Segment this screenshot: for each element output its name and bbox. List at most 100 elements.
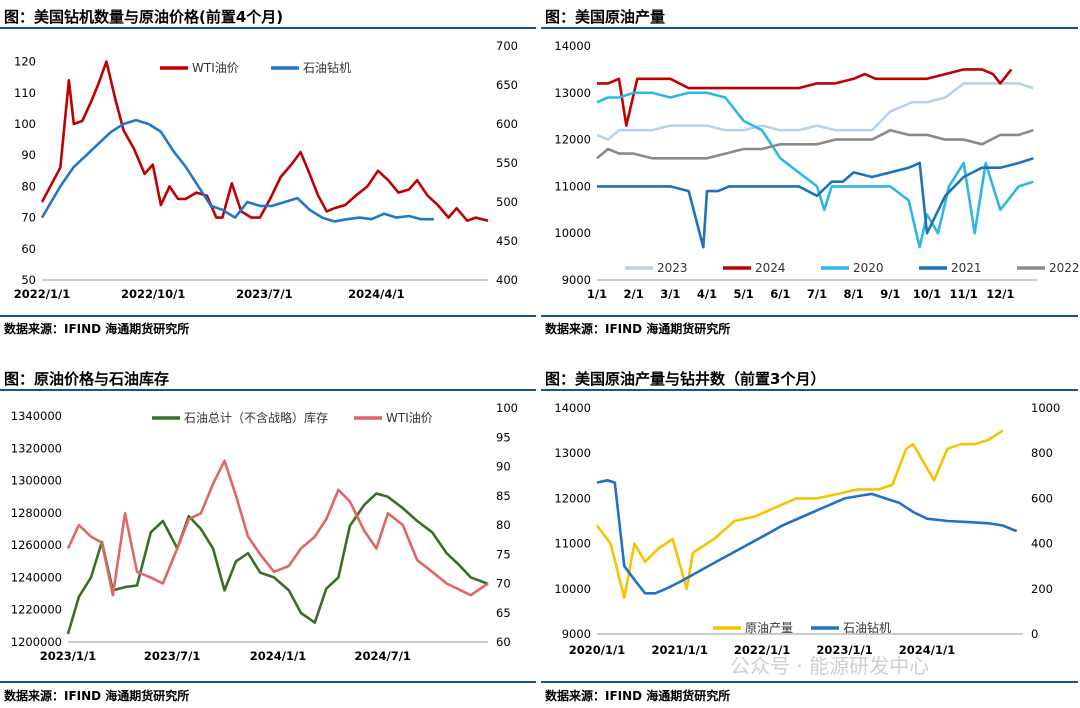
x-tick-label: 2023/7/1 <box>236 287 292 301</box>
x-tick-label: 1/1 <box>587 287 607 301</box>
x-tick-label: 5/1 <box>734 287 754 301</box>
source-rule <box>0 681 536 683</box>
x-tick-label: 2024/7/1 <box>355 649 411 663</box>
legend-label: 石油钻机 <box>303 60 351 75</box>
y-right-tick-label: 650 <box>496 78 518 92</box>
y-left-tick-label: 12000 <box>554 133 591 147</box>
source-note: 数据来源：IFIND 海通期货研究所 <box>4 689 190 703</box>
x-tick-label: 11/1 <box>950 287 978 301</box>
panel-price-vs-inventory: 图：原油价格与石油库存 1200000 1220000 1240000 1260000… <box>0 362 538 708</box>
legend-label: 原油产量 <box>745 621 793 635</box>
chart-title: 图：美国原油产量 <box>545 8 666 26</box>
y-right-tick-label: 75 <box>496 547 511 561</box>
y-left-tick-label: 13000 <box>554 446 591 460</box>
series-line-2022 <box>596 128 1034 160</box>
y-right-tick-label: 200 <box>1031 582 1053 596</box>
source-rule <box>541 681 1078 683</box>
x-tick-label: 2024/4/1 <box>348 287 404 301</box>
y-right-tick-label: 600 <box>496 117 518 131</box>
y-left-tick-label: 80 <box>21 179 36 193</box>
x-tick-label: 2022/1/1 <box>14 287 70 301</box>
watermark: 公众号 · 能源研发中心 <box>730 654 930 678</box>
y-left-tick-label: 1340000 <box>11 409 62 423</box>
legend-label: 2023 <box>657 261 688 275</box>
chart-price-vs-inventory: 1200000 1220000 1240000 1260000 1280000 13000… <box>11 401 518 663</box>
y-left-tick-label: 9000 <box>562 627 591 641</box>
y-left-tick-label: 1240000 <box>11 570 62 584</box>
x-tick-label: 10/1 <box>913 287 941 301</box>
y-left-tick-label: 60 <box>21 242 36 256</box>
y-right-tick-label: 700 <box>496 39 518 53</box>
y-left-tick-label: 110 <box>14 86 36 100</box>
y-left-tick-label: 1200000 <box>11 635 62 649</box>
series-line-WTI油价 <box>40 60 489 222</box>
y-right-tick-label: 500 <box>496 195 518 209</box>
x-tick-label: 2022/1/1 <box>734 643 790 657</box>
y-right-tick-label: 100 <box>496 401 518 415</box>
y-right-tick-label: 400 <box>1031 537 1053 551</box>
y-right-tick-label: 550 <box>496 156 518 170</box>
series-line-石油钻机 <box>596 479 1018 595</box>
y-left-tick-label: 14000 <box>554 401 591 415</box>
title-rule <box>541 389 1078 391</box>
y-right-tick-label: 95 <box>496 430 511 444</box>
y-left-tick-label: 70 <box>21 211 36 225</box>
x-tick-label: 6/1 <box>770 287 790 301</box>
y-left-tick-label: 10000 <box>554 582 591 596</box>
series-line-2020 <box>596 91 1034 249</box>
chart-us-crude-production: 9000 10000 11000 12000 13000 14000 1/1 2/1 3/1 4/… <box>554 39 1079 301</box>
series-line-原油产量 <box>595 429 1004 600</box>
panel-rig-count-vs-price: 图：美国钻机数量与原油价格(前置4个月) 50 60 70 80 90 100 110 120… <box>0 0 538 340</box>
y-left-tick-label: 14000 <box>554 39 591 53</box>
chart-title: 图：原油价格与石油库存 <box>4 370 170 388</box>
y-left-tick-label: 11000 <box>554 179 591 193</box>
y-left-tick-label: 1220000 <box>11 603 62 617</box>
y-right-tick-label: 80 <box>496 518 511 532</box>
series-line-石油钻机 <box>40 118 434 223</box>
y-left-tick-label: 50 <box>21 273 36 287</box>
y-right-tick-label: 0 <box>1031 627 1038 641</box>
y-left-tick-label: 1260000 <box>11 538 62 552</box>
legend-label: WTI油价 <box>192 61 239 75</box>
series-line-2021 <box>597 157 1034 249</box>
y-left-tick-label: 1320000 <box>11 441 62 455</box>
x-tick-label: 2020/1/1 <box>569 643 625 657</box>
title-rule <box>0 389 536 391</box>
legend-label: 石油钻机 <box>843 620 891 635</box>
y-left-tick-label: 13000 <box>554 86 591 100</box>
legend-label: WTI油价 <box>386 411 433 425</box>
y-left-tick-label: 90 <box>21 148 36 162</box>
x-tick-label: 12/1 <box>986 287 1014 301</box>
x-tick-label: 2/1 <box>624 287 644 301</box>
legend-label: 2021 <box>951 261 982 275</box>
source-note: 数据来源：IFIND 海通期货研究所 <box>545 322 731 336</box>
y-left-tick-label: 100 <box>14 117 36 131</box>
x-tick-label: 7/1 <box>807 287 827 301</box>
y-left-tick-label: 10000 <box>554 226 591 240</box>
y-left-tick-label: 120 <box>14 55 36 69</box>
legend-label: 2024 <box>755 261 786 275</box>
chart-rig-count-vs-price: 50 60 70 80 90 100 110 120 400 450 500 550 600 650 700… <box>14 39 518 301</box>
legend-label: 2020 <box>853 261 884 275</box>
source-rule <box>0 315 536 317</box>
x-tick-label: 9/1 <box>880 287 900 301</box>
x-tick-label: 2023/1/1 <box>816 643 872 657</box>
title-rule <box>0 27 536 29</box>
title-rule <box>541 27 1078 29</box>
y-left-tick-label: 11000 <box>554 537 591 551</box>
source-rule <box>541 315 1078 317</box>
chart-production-vs-rigs: 9000 10000 11000 12000 13000 14000 0 200 400 600 8… <box>554 401 1060 657</box>
x-tick-label: 2023/7/1 <box>144 649 200 663</box>
y-right-tick-label: 450 <box>496 234 518 248</box>
series-line-石油总计（不含战略）库存 <box>66 492 489 635</box>
y-left-tick-label: 1280000 <box>11 506 62 520</box>
series-line-2024 <box>597 68 1013 127</box>
source-note: 数据来源：IFIND 海通期货研究所 <box>545 689 731 703</box>
y-left-tick-label: 9000 <box>562 273 591 287</box>
series-line-2023 <box>596 82 1034 141</box>
y-right-tick-label: 1000 <box>1031 401 1060 415</box>
x-tick-label: 3/1 <box>660 287 680 301</box>
y-right-tick-label: 85 <box>496 489 511 503</box>
panel-us-crude-production: 图：美国原油产量 9000 10000 11000 12000 13000 14000 1/… <box>541 0 1080 340</box>
legend-label: 石油总计（不含战略）库存 <box>184 410 328 425</box>
